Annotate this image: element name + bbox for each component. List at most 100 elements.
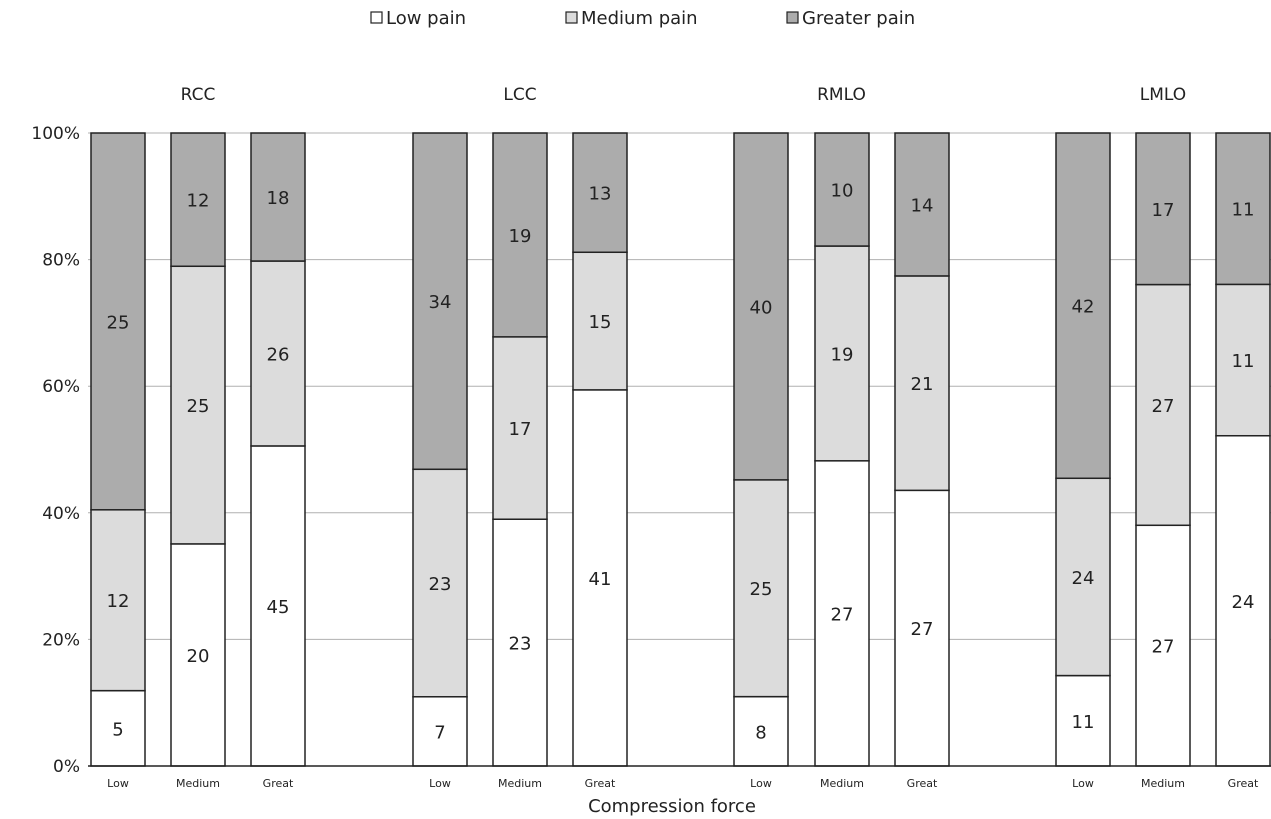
- bar-segment: [250, 132, 306, 262]
- data-label: 23: [509, 634, 532, 655]
- data-label: 8: [755, 722, 766, 743]
- bar-segment: [1055, 674, 1111, 767]
- bar-segment: [492, 518, 548, 767]
- legend-label: Greater pain: [802, 8, 915, 29]
- panel-title: RCC: [181, 85, 216, 105]
- data-label: 14: [911, 195, 934, 216]
- data-label: 12: [187, 191, 210, 212]
- data-label: 5: [112, 719, 123, 740]
- data-label: 7: [434, 722, 445, 743]
- data-label: 19: [509, 226, 532, 247]
- bar-segment: [1135, 132, 1191, 286]
- panel-title: LMLO: [1140, 85, 1186, 105]
- data-label: 24: [1232, 592, 1255, 613]
- data-label: 17: [1152, 200, 1175, 221]
- legend-label: Low pain: [386, 8, 466, 29]
- bar-segment: [814, 460, 870, 767]
- data-label: 27: [1152, 396, 1175, 417]
- y-tick-label: 0%: [53, 757, 80, 777]
- data-label: 13: [589, 184, 612, 205]
- x-category-label: Great: [263, 777, 294, 790]
- bar-segment: [894, 132, 950, 277]
- data-label: 12: [107, 591, 130, 612]
- data-label: 17: [509, 419, 532, 440]
- panel-title: RMLO: [817, 85, 866, 105]
- bar-segment: [572, 132, 628, 254]
- data-label: 11: [1072, 712, 1095, 733]
- bar-segment: [572, 251, 628, 391]
- bar-segment: [1135, 524, 1191, 767]
- bar-segment: [1055, 132, 1111, 480]
- bar-segment: [1215, 434, 1271, 767]
- data-label: 27: [911, 619, 934, 640]
- bar-segment: [814, 245, 870, 462]
- bar-segment: [412, 468, 468, 698]
- x-category-label: Medium: [1141, 777, 1185, 790]
- y-axis-ticks: 0% 20% 40% 60% 80% 100%: [31, 124, 80, 777]
- data-label: 10: [831, 181, 854, 202]
- x-category-label: Low: [1072, 777, 1094, 790]
- data-label: 21: [911, 374, 934, 395]
- bar-segment: [90, 689, 146, 767]
- data-label: 25: [187, 396, 210, 417]
- x-category-label: Medium: [176, 777, 220, 790]
- data-label: 11: [1232, 200, 1255, 221]
- data-label: 20: [187, 646, 210, 667]
- bar-segment: [894, 275, 950, 492]
- bar-segment: [814, 132, 870, 247]
- y-tick-label: 40%: [42, 504, 80, 524]
- legend-swatch: [370, 11, 383, 24]
- bar-segment: [250, 260, 306, 447]
- y-tick-label: 20%: [42, 630, 80, 650]
- data-label: 25: [750, 579, 773, 600]
- bar-segment: [733, 695, 789, 767]
- bars: 5 12 25 20 25 12 45 26 18 7 23 34 23 17 19 41 15 13 8 25 40 2…: [90, 132, 1271, 767]
- bar-segment: [1135, 283, 1191, 527]
- bar-segment: [733, 479, 789, 698]
- data-label: 24: [1072, 568, 1095, 589]
- x-category-label: Medium: [820, 777, 864, 790]
- bar-segment: [170, 132, 226, 268]
- data-label: 41: [589, 569, 612, 590]
- panel-title: LCC: [503, 85, 536, 105]
- data-label: 19: [831, 344, 854, 365]
- data-label: 26: [267, 344, 290, 365]
- data-label: 27: [831, 604, 854, 625]
- panel-titles: RCC LCC RMLO LMLO: [181, 85, 1187, 105]
- x-category-label: Great: [585, 777, 616, 790]
- legend-swatch: [786, 11, 799, 24]
- x-category-label: Low: [107, 777, 129, 790]
- bar-segment: [412, 132, 468, 471]
- x-category-label: Great: [1228, 777, 1259, 790]
- data-label: 27: [1152, 637, 1175, 658]
- y-tick-label: 60%: [42, 377, 80, 397]
- x-category-label: Medium: [498, 777, 542, 790]
- bar-segment: [412, 696, 468, 767]
- data-label: 34: [429, 292, 452, 313]
- legend-swatch: [565, 11, 578, 24]
- data-label: 23: [429, 574, 452, 595]
- x-category-label: Low: [750, 777, 772, 790]
- legend: Low pain Medium pain Greater pain: [370, 8, 915, 29]
- bar-segment: [90, 132, 146, 511]
- x-category-label: Low: [429, 777, 451, 790]
- x-axis-categories: Low Medium Great Low Medium Great Low Medium Gre…: [107, 777, 1259, 790]
- x-axis-title: Compression force: [588, 796, 756, 817]
- bar-segment: [90, 509, 146, 692]
- y-tick-label: 100%: [31, 124, 80, 144]
- data-label: 25: [107, 312, 130, 333]
- bar-segment: [1055, 477, 1111, 677]
- bar-segment: [1215, 283, 1271, 437]
- data-label: 18: [267, 188, 290, 209]
- bar-segment: [894, 489, 950, 767]
- y-tick-label: 80%: [42, 251, 80, 271]
- legend-label: Medium pain: [581, 8, 698, 29]
- bar-segment: [572, 389, 628, 767]
- bar-segment: [1215, 132, 1271, 286]
- bar-segment: [492, 336, 548, 520]
- data-label: 42: [1072, 297, 1095, 318]
- data-label: 15: [589, 312, 612, 333]
- x-category-label: Great: [907, 777, 938, 790]
